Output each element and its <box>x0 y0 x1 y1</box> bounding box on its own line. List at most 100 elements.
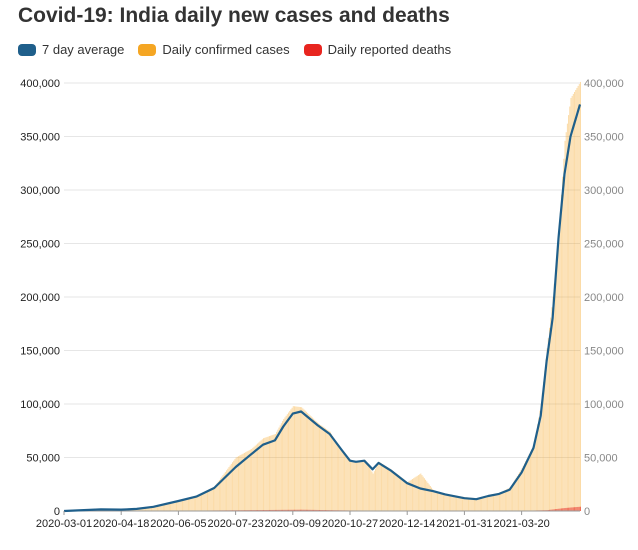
death-bar <box>292 509 294 511</box>
case-bar <box>487 495 489 511</box>
case-bar <box>288 412 290 511</box>
case-bar <box>415 476 417 511</box>
legend-item-daily-confirmed-cases[interactable]: Daily confirmed cases <box>138 42 290 57</box>
case-bar <box>406 481 408 511</box>
case-bar <box>385 466 387 511</box>
case-bar <box>491 494 493 511</box>
y-tick-label: 100,000 <box>20 399 60 411</box>
case-bar <box>218 479 220 511</box>
case-bar <box>556 257 558 511</box>
case-bar <box>553 283 555 511</box>
case-bar <box>309 415 311 511</box>
case-bar <box>202 492 204 511</box>
case-bar <box>317 423 319 511</box>
case-bar <box>164 503 166 511</box>
case-bar <box>373 471 375 511</box>
death-bar <box>313 509 315 511</box>
case-bar <box>533 444 535 511</box>
case-bar <box>248 450 250 511</box>
death-bar <box>560 508 562 511</box>
case-bar <box>282 421 284 511</box>
case-bar <box>191 496 193 511</box>
case-bar <box>570 97 572 511</box>
case-bar <box>322 426 324 511</box>
case-bar <box>167 503 169 511</box>
case-bar <box>420 473 422 511</box>
death-bar <box>282 509 284 511</box>
case-bar <box>279 425 281 511</box>
case-bar <box>254 445 256 511</box>
case-bar <box>260 440 262 511</box>
case-bar <box>227 468 229 511</box>
case-bar <box>408 481 410 511</box>
case-bar <box>466 497 468 511</box>
case-bar <box>319 424 321 511</box>
case-bar <box>453 495 455 511</box>
death-bar <box>299 509 301 511</box>
case-bar <box>572 93 574 511</box>
case-bar <box>577 85 579 511</box>
case-bar <box>257 443 259 511</box>
case-bar <box>357 462 359 511</box>
case-bar <box>222 475 224 511</box>
y-tick-label: 350,000 <box>20 132 60 144</box>
case-bar <box>478 497 480 511</box>
case-bar <box>433 490 435 511</box>
case-bar <box>576 87 578 511</box>
case-bar <box>285 415 287 511</box>
case-bar <box>400 476 402 511</box>
death-bar <box>574 507 576 511</box>
case-bar <box>308 414 310 511</box>
case-bar <box>186 498 188 511</box>
case-bar <box>484 495 486 511</box>
case-bar <box>208 489 210 511</box>
case-bar <box>192 496 194 511</box>
case-bar <box>190 497 192 511</box>
case-bar <box>324 428 326 511</box>
y-tick-label-right: 400,000 <box>584 78 624 90</box>
case-bar <box>179 500 181 511</box>
case-bar <box>215 484 217 511</box>
case-bar <box>290 409 292 511</box>
chart-title: Covid-19: India daily new cases and deat… <box>18 4 450 27</box>
case-bar <box>426 481 428 511</box>
death-bar <box>568 507 570 511</box>
case-bar <box>302 408 304 511</box>
case-bar <box>534 437 536 511</box>
case-bar <box>198 494 200 511</box>
case-bar <box>350 461 352 511</box>
case-bar <box>346 457 348 511</box>
case-bar <box>154 506 156 511</box>
case-bar <box>203 491 205 511</box>
case-bar <box>261 439 263 511</box>
legend-item-7-day-average[interactable]: 7 day average <box>18 42 124 57</box>
case-bar <box>143 507 145 511</box>
case-bar <box>494 493 496 511</box>
case-bar <box>369 467 371 511</box>
y-tick-label-right: 200,000 <box>584 292 624 304</box>
y-tick-label-right: 150,000 <box>584 346 624 358</box>
case-bar <box>147 507 149 511</box>
case-bar <box>404 480 406 511</box>
death-bar <box>305 509 307 511</box>
case-bar <box>171 502 173 511</box>
case-bar <box>209 488 211 511</box>
x-tick-label: 2020-07-23 <box>207 518 263 530</box>
case-bar <box>335 441 337 511</box>
case-bar <box>291 407 293 511</box>
case-bar <box>255 444 257 511</box>
case-bar <box>360 461 362 511</box>
legend-item-daily-reported-deaths[interactable]: Daily reported deaths <box>303 42 451 57</box>
case-bar <box>419 474 421 511</box>
case-bar <box>490 494 492 511</box>
death-bar <box>562 508 564 511</box>
case-bar <box>237 456 239 511</box>
case-bar <box>276 431 278 511</box>
x-tick-label: 2020-10-27 <box>322 518 378 530</box>
case-bar <box>477 497 479 511</box>
case-bar <box>391 470 393 511</box>
death-bar <box>286 509 288 511</box>
case-bar <box>284 417 286 511</box>
case-bar <box>525 461 527 511</box>
x-tick-label: 2021-03-20 <box>493 518 549 530</box>
